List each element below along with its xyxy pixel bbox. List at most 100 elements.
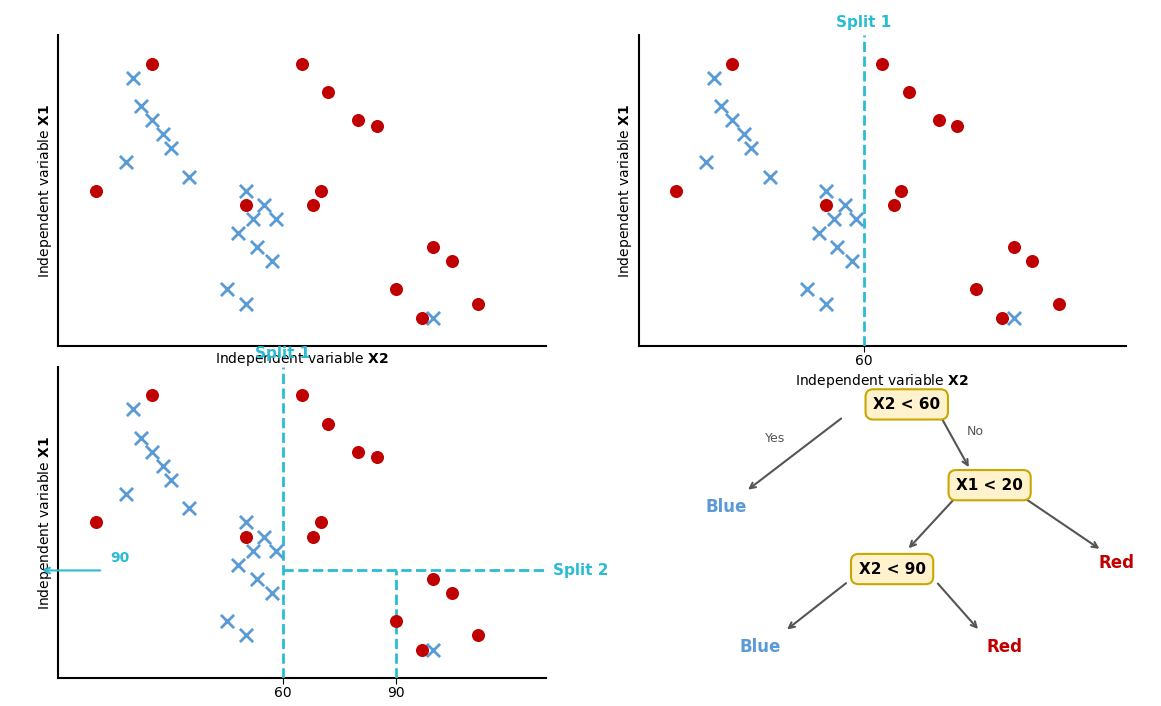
Point [180, 503, 199, 514]
Point [237, 298, 255, 309]
Point [348, 446, 367, 457]
Point [311, 185, 330, 196]
Point [319, 418, 338, 429]
Point [116, 157, 135, 168]
Point [885, 199, 903, 210]
Text: X2 < 90: X2 < 90 [859, 561, 925, 577]
Point [846, 213, 865, 225]
Point [293, 58, 311, 69]
Point [304, 531, 323, 542]
Point [153, 128, 172, 140]
Point [387, 616, 405, 627]
Point [993, 312, 1011, 323]
Point [247, 573, 266, 585]
Point [255, 199, 274, 210]
Point [469, 298, 488, 309]
Point [217, 616, 236, 627]
Text: Split 1: Split 1 [836, 15, 892, 30]
Point [712, 100, 730, 112]
Point [666, 185, 685, 196]
Point [153, 460, 172, 472]
Point [760, 171, 779, 182]
Point [723, 58, 742, 69]
Point [900, 86, 918, 97]
Text: No: No [966, 426, 983, 438]
Point [798, 284, 816, 295]
Point [967, 284, 986, 295]
Point [247, 241, 266, 253]
Point [237, 199, 255, 210]
Point [244, 213, 262, 225]
Point [723, 114, 742, 126]
Point [244, 545, 262, 556]
Point [124, 72, 143, 83]
Point [424, 241, 442, 253]
Point [734, 128, 752, 140]
Point [442, 587, 461, 599]
Point [161, 143, 180, 154]
X-axis label: Independent variable $\mathbf{X2}$: Independent variable $\mathbf{X2}$ [215, 350, 389, 368]
Point [892, 185, 910, 196]
Y-axis label: Independent variable $\mathbf{X1}$: Independent variable $\mathbf{X1}$ [36, 436, 53, 609]
Point [86, 185, 104, 196]
Y-axis label: Independent variable $\mathbf{X1}$: Independent variable $\mathbf{X1}$ [616, 104, 634, 277]
Point [1004, 241, 1023, 253]
Point [86, 517, 104, 528]
Point [180, 171, 199, 182]
Y-axis label: Independent variable $\mathbf{X1}$: Independent variable $\mathbf{X1}$ [36, 104, 53, 277]
Point [348, 114, 367, 126]
X-axis label: Independent variable $\mathbf{X2}$: Independent variable $\mathbf{X2}$ [215, 705, 389, 706]
Point [131, 432, 150, 443]
Point [824, 213, 843, 225]
Point [412, 312, 431, 323]
Point [143, 390, 161, 401]
Point [424, 573, 442, 585]
Point [368, 120, 387, 131]
Text: X2 < 60: X2 < 60 [873, 397, 940, 412]
Point [161, 474, 180, 486]
Point [469, 630, 488, 641]
Text: Split 1: Split 1 [255, 347, 311, 361]
Point [424, 312, 442, 323]
Point [229, 227, 247, 239]
Point [697, 157, 715, 168]
Point [817, 199, 836, 210]
Point [742, 143, 760, 154]
Point [319, 86, 338, 97]
Text: Yes: Yes [765, 431, 785, 445]
Point [843, 256, 861, 267]
Point [1023, 256, 1041, 267]
Point [262, 587, 281, 599]
Point [387, 284, 405, 295]
Point [705, 72, 723, 83]
Text: Split 2: Split 2 [553, 563, 608, 578]
Point [311, 517, 330, 528]
Point [237, 517, 255, 528]
Point [237, 185, 255, 196]
Point [817, 185, 836, 196]
Point [293, 390, 311, 401]
Point [442, 256, 461, 267]
Point [124, 404, 143, 415]
Point [368, 452, 387, 463]
X-axis label: Independent variable $\mathbf{X2}$: Independent variable $\mathbf{X2}$ [795, 373, 969, 390]
Point [266, 213, 284, 225]
Text: X1 < 20: X1 < 20 [957, 478, 1023, 493]
Text: Blue: Blue [740, 638, 781, 656]
Point [836, 199, 854, 210]
Point [143, 114, 161, 126]
Point [143, 58, 161, 69]
Point [873, 58, 892, 69]
Point [1004, 312, 1023, 323]
Point [237, 630, 255, 641]
Point [131, 100, 150, 112]
Point [266, 545, 284, 556]
Point [304, 199, 323, 210]
Point [949, 120, 967, 131]
Point [229, 559, 247, 570]
Point [262, 256, 281, 267]
Point [828, 241, 846, 253]
Point [809, 227, 828, 239]
Text: Blue: Blue [706, 498, 747, 516]
Point [929, 114, 947, 126]
